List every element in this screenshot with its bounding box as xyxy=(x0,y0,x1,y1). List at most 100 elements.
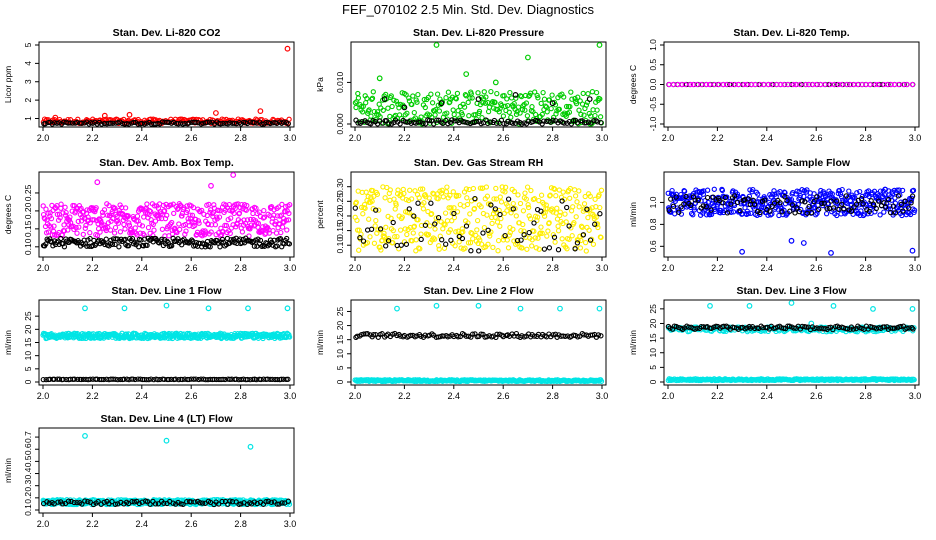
x-tick-label: 2.6 xyxy=(810,263,823,273)
data-point xyxy=(549,92,555,98)
data-point xyxy=(700,191,707,197)
data-point xyxy=(271,207,277,213)
data-point xyxy=(582,193,588,200)
data-point-outlier xyxy=(788,300,795,306)
data-point xyxy=(422,121,429,127)
data-point xyxy=(50,228,57,235)
data-point xyxy=(710,194,716,200)
data-point xyxy=(464,201,471,208)
y-tick-label: 0.0 xyxy=(648,78,658,90)
data-point xyxy=(282,204,289,210)
data-point xyxy=(514,237,521,244)
x-tick-label: 2.2 xyxy=(398,391,411,401)
data-point xyxy=(125,243,132,249)
x-tick-label: 3.0 xyxy=(909,263,922,273)
data-point xyxy=(472,195,478,202)
data-point xyxy=(277,236,284,242)
data-point xyxy=(587,237,594,243)
data-point xyxy=(762,197,768,203)
data-point-outlier xyxy=(212,110,219,116)
data-point xyxy=(866,208,872,215)
data-point xyxy=(668,196,674,202)
data-point xyxy=(670,203,677,209)
data-point-outlier xyxy=(163,302,170,309)
data-point xyxy=(486,104,493,110)
data-point xyxy=(159,236,165,242)
data-point xyxy=(403,92,409,98)
data-point xyxy=(673,323,679,330)
data-point xyxy=(495,248,501,254)
data-point xyxy=(152,218,159,224)
data-point xyxy=(816,206,822,212)
data-point xyxy=(111,230,118,236)
data-point xyxy=(497,211,503,218)
y-axis-label: ml/min xyxy=(3,330,13,355)
y-tick-label: 25 xyxy=(23,311,33,321)
data-point xyxy=(836,206,842,213)
y-tick-label: 0.7 xyxy=(23,431,33,443)
data-point xyxy=(819,200,825,207)
plot-frame xyxy=(38,299,295,386)
y-tick-label: 0.000 xyxy=(335,113,345,135)
data-point xyxy=(278,229,284,236)
data-point xyxy=(368,226,375,232)
data-point xyxy=(555,247,562,253)
data-point xyxy=(399,214,405,220)
data-point xyxy=(61,228,68,234)
data-point xyxy=(385,238,392,244)
data-point xyxy=(562,211,568,217)
data-point xyxy=(706,81,713,88)
data-point xyxy=(593,89,600,96)
data-point xyxy=(74,376,81,383)
data-point xyxy=(85,214,91,220)
data-point xyxy=(554,205,560,211)
data-point xyxy=(356,247,362,253)
data-point xyxy=(497,194,503,200)
chart-panel-4: Stan. Dev. Amb. Box Temp.degrees C2.0 2.2… xyxy=(3,157,296,273)
data-point xyxy=(498,117,505,123)
data-point xyxy=(728,201,734,207)
data-point xyxy=(446,205,452,211)
data-point xyxy=(267,120,273,127)
data-point xyxy=(563,113,569,119)
data-point xyxy=(835,81,842,88)
data-point xyxy=(360,103,366,110)
data-point xyxy=(359,109,366,115)
data-point xyxy=(448,205,454,211)
plot-frame xyxy=(38,427,295,514)
data-point xyxy=(510,120,516,126)
y-tick-label: 1.0 xyxy=(648,39,658,51)
data-point xyxy=(400,104,407,110)
data-point xyxy=(462,119,468,125)
y-tick-label: -1.0 xyxy=(648,116,658,131)
data-point xyxy=(549,206,555,212)
data-point xyxy=(370,332,377,338)
data-point xyxy=(121,221,127,228)
data-point xyxy=(688,204,694,211)
data-point xyxy=(524,113,531,119)
data-point xyxy=(450,107,456,113)
data-point xyxy=(501,121,507,127)
data-point-outlier xyxy=(909,247,916,254)
data-point xyxy=(444,218,451,224)
x-tick-label: 2.4 xyxy=(448,263,461,273)
data-point xyxy=(746,193,753,199)
data-point xyxy=(365,193,371,200)
data-point-outlier xyxy=(475,96,482,102)
data-point xyxy=(589,89,596,95)
x-tick-label: 2.2 xyxy=(398,133,411,143)
data-point-outlier xyxy=(870,306,876,312)
data-point xyxy=(447,192,453,199)
data-point xyxy=(567,103,573,110)
y-tick-label: 0.4 xyxy=(23,467,33,479)
data-point xyxy=(276,204,282,210)
data-point xyxy=(493,334,499,341)
data-point-outlier xyxy=(828,249,834,256)
x-tick-label: 2.0 xyxy=(349,391,362,401)
data-point xyxy=(86,243,92,249)
data-point xyxy=(285,121,291,127)
data-point xyxy=(48,215,55,222)
data-point xyxy=(145,224,152,231)
